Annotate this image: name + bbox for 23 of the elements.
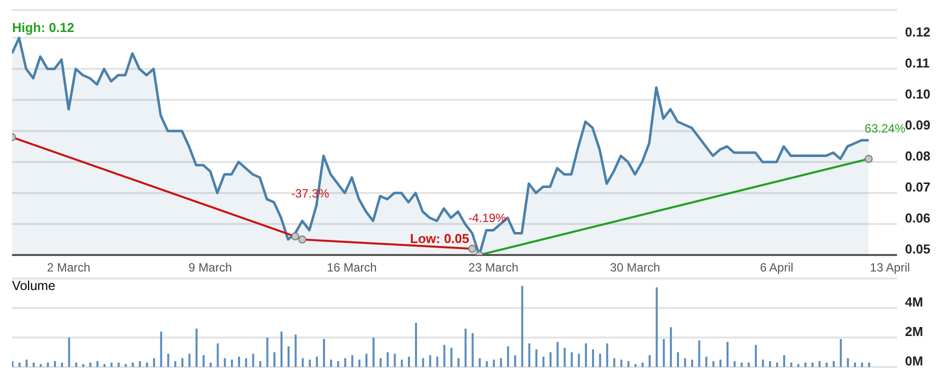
y-tick-label: 4M — [905, 294, 924, 310]
x-tick-label: 9 March — [188, 260, 232, 275]
y-tick-label: 0.10 — [905, 86, 930, 102]
x-tick-label: 30 March — [610, 260, 660, 275]
x-tick-label: 16 March — [326, 260, 377, 275]
data-label: Low: 0.05 — [410, 231, 470, 246]
data-label: High: 0.12 — [12, 20, 74, 35]
y-tick-label: 0.09 — [905, 118, 930, 133]
x-tick-label: 13 April — [870, 260, 910, 275]
y-tick-label: 0.12 — [905, 24, 930, 40]
y-tick-label: 0.08 — [905, 148, 930, 164]
y-tick-label: 0.05 — [905, 242, 930, 257]
x-tick-label: 2 March — [46, 260, 90, 275]
chart-title: Volume — [12, 278, 56, 293]
x-tick-label: 6 April — [760, 260, 794, 275]
y-tick-label: 0M — [905, 354, 924, 369]
y-tick-label: 0.06 — [905, 210, 930, 226]
y-tick-label: 0.07 — [905, 180, 930, 195]
x-tick-label: 23 March — [468, 260, 518, 275]
y-tick-label: 0.11 — [905, 56, 930, 71]
annotation: 63.24% — [864, 121, 906, 136]
annotation: -4.19% — [468, 211, 507, 226]
y-tick-label: 2M — [905, 324, 924, 340]
